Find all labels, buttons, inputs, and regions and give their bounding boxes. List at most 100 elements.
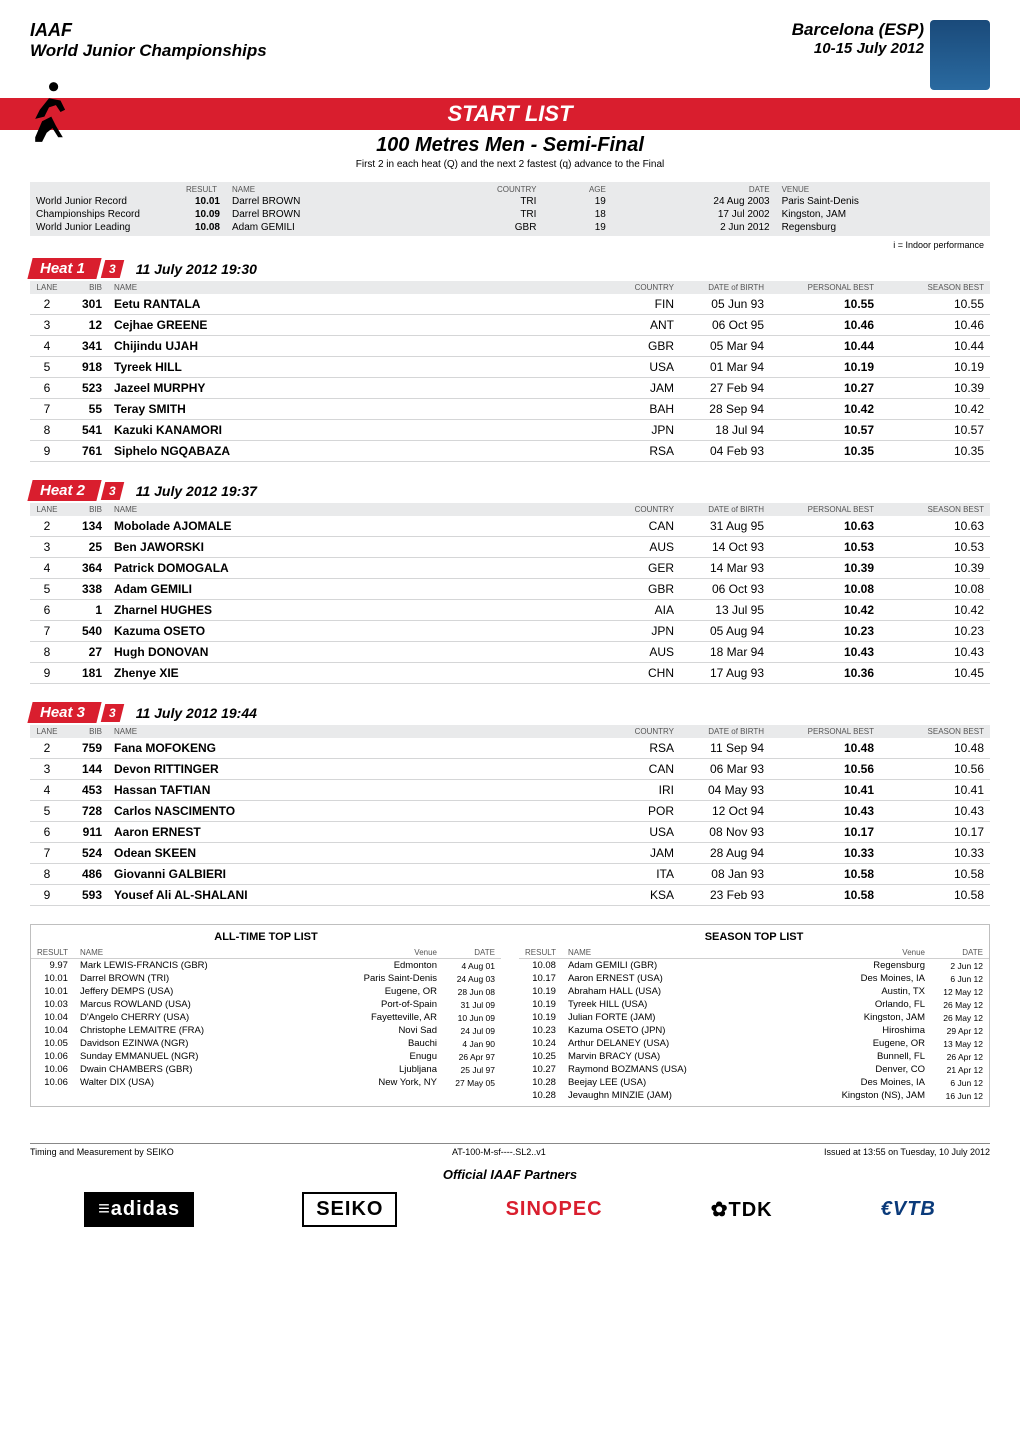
list-result: 10.25 xyxy=(519,1050,562,1063)
record-name: Adam GEMILI xyxy=(226,221,419,234)
event-dates: 10-15 July 2012 xyxy=(792,40,924,57)
col-venue: Venue xyxy=(303,947,443,959)
list-venue: Des Moines, IA xyxy=(775,1076,931,1089)
record-age: 19 xyxy=(542,195,611,208)
athlete-dob: 31 Aug 95 xyxy=(680,516,770,537)
lane-row: 4341Chijindu UJAHGBR05 Mar 9410.4410.44 xyxy=(30,336,990,357)
record-label: World Junior Leading xyxy=(30,221,180,234)
list-date: 4 Jan 90 xyxy=(443,1037,501,1050)
alltime-list: ALL-TIME TOP LIST RESULT NAME Venue DATE… xyxy=(31,929,501,1102)
bib: 728 xyxy=(64,801,108,822)
season-best: 10.42 xyxy=(880,600,990,621)
col-date: DATE xyxy=(443,947,501,959)
personal-best: 10.43 xyxy=(770,642,880,663)
athlete-country: JAM xyxy=(620,843,680,864)
partners-title: Official IAAF Partners xyxy=(30,1167,990,1182)
list-result: 10.08 xyxy=(519,959,562,973)
athlete-dob: 06 Mar 93 xyxy=(680,759,770,780)
athlete-country: FIN xyxy=(620,294,680,315)
list-date: 2 Jun 12 xyxy=(931,959,989,973)
bib: 523 xyxy=(64,378,108,399)
lane-row: 5338Adam GEMILIGBR06 Oct 9310.0810.08 xyxy=(30,579,990,600)
heat-label: Heat 3 xyxy=(27,702,101,723)
list-row: 10.06Walter DIX (USA)New York, NY27 May … xyxy=(31,1076,501,1089)
list-name: Raymond BOZMANS (USA) xyxy=(562,1063,775,1076)
list-venue: Fayetteville, AR xyxy=(303,1011,443,1024)
alltime-title: ALL-TIME TOP LIST xyxy=(31,929,501,947)
event-name: World Junior Championships xyxy=(30,41,267,61)
season-best: 10.48 xyxy=(880,738,990,759)
header-right: Barcelona (ESP) 10-15 July 2012 xyxy=(792,20,924,57)
season-title: SEASON TOP LIST xyxy=(519,929,989,947)
list-venue: Hiroshima xyxy=(775,1024,931,1037)
season-best: 10.41 xyxy=(880,780,990,801)
personal-best: 10.58 xyxy=(770,864,880,885)
list-venue: Regensburg xyxy=(775,959,931,973)
bib: 134 xyxy=(64,516,108,537)
season-best: 10.39 xyxy=(880,378,990,399)
record-result: 10.01 xyxy=(180,195,226,208)
lane-number: 7 xyxy=(30,621,64,642)
col-date: DATE xyxy=(931,947,989,959)
athlete-name: Hugh DONOVAN xyxy=(108,642,620,663)
athlete-dob: 23 Feb 93 xyxy=(680,885,770,906)
personal-best: 10.08 xyxy=(770,579,880,600)
lane-number: 9 xyxy=(30,441,64,462)
list-result: 10.04 xyxy=(31,1011,74,1024)
personal-best: 10.58 xyxy=(770,885,880,906)
athlete-dob: 08 Nov 93 xyxy=(680,822,770,843)
bib: 759 xyxy=(64,738,108,759)
list-name: Davidson EZINWA (NGR) xyxy=(74,1037,303,1050)
athlete-country: ITA xyxy=(620,864,680,885)
season-best: 10.23 xyxy=(880,621,990,642)
athlete-country: GER xyxy=(620,558,680,579)
list-row: 10.05Davidson EZINWA (NGR)Bauchi4 Jan 90 xyxy=(31,1037,501,1050)
athlete-dob: 13 Jul 95 xyxy=(680,600,770,621)
lane-number: 4 xyxy=(30,336,64,357)
athlete-name: Zharnel HUGHES xyxy=(108,600,620,621)
col-name: NAME xyxy=(562,947,775,959)
lane-row: 61Zharnel HUGHESAIA13 Jul 9510.4210.42 xyxy=(30,600,990,621)
record-date: 2 Jun 2012 xyxy=(612,221,776,234)
bib: 341 xyxy=(64,336,108,357)
list-row: 10.27Raymond BOZMANS (USA)Denver, CO21 A… xyxy=(519,1063,989,1076)
list-date: 6 Jun 12 xyxy=(931,1076,989,1089)
bib: 12 xyxy=(64,315,108,336)
athlete-dob: 06 Oct 95 xyxy=(680,315,770,336)
col-dob: DATE of BIRTH xyxy=(680,281,770,294)
athlete-country: RSA xyxy=(620,441,680,462)
col-pb: PERSONAL BEST xyxy=(770,725,880,738)
athlete-country: RSA xyxy=(620,738,680,759)
heat-label: Heat 1 xyxy=(27,258,101,279)
athlete-name: Mobolade AJOMALE xyxy=(108,516,620,537)
lane-number: 9 xyxy=(30,885,64,906)
partner-logo: SINOPEC xyxy=(506,1198,603,1221)
heat-block: Heat 1311 July 2012 19:30LANEBIBNAMECOUN… xyxy=(30,258,990,462)
list-result: 10.28 xyxy=(519,1089,562,1102)
lane-row: 4364Patrick DOMOGALAGER14 Mar 9310.3910.… xyxy=(30,558,990,579)
list-row: 10.06Dwain CHAMBERS (GBR)Ljubljana25 Jul… xyxy=(31,1063,501,1076)
athlete-country: USA xyxy=(620,357,680,378)
record-name: Darrel BROWN xyxy=(226,195,419,208)
top-lists: ALL-TIME TOP LIST RESULT NAME Venue DATE… xyxy=(30,924,990,1107)
event-title: 100 Metres Men - Semi-Final xyxy=(30,134,990,157)
personal-best: 10.41 xyxy=(770,780,880,801)
athlete-country: POR xyxy=(620,801,680,822)
list-venue: Kingston (NS), JAM xyxy=(775,1089,931,1102)
org-name: IAAF xyxy=(30,20,267,41)
event-logo xyxy=(930,20,990,90)
athlete-name: Hassan TAFTIAN xyxy=(108,780,620,801)
list-result: 10.24 xyxy=(519,1037,562,1050)
heat-label: Heat 2 xyxy=(27,480,101,501)
partners-row: ≡adidas SEIKO SINOPEC ✿TDK €VTB xyxy=(30,1186,990,1233)
athlete-name: Odean SKEEN xyxy=(108,843,620,864)
list-name: Jevaughn MINZIE (JAM) xyxy=(562,1089,775,1102)
col-bib: BIB xyxy=(64,725,108,738)
lane-number: 2 xyxy=(30,516,64,537)
record-date: 24 Aug 2003 xyxy=(612,195,776,208)
list-date: 29 Apr 12 xyxy=(931,1024,989,1037)
list-name: Adam GEMILI (GBR) xyxy=(562,959,775,973)
athlete-name: Carlos NASCIMENTO xyxy=(108,801,620,822)
lane-number: 6 xyxy=(30,822,64,843)
list-date: 27 May 05 xyxy=(443,1076,501,1089)
